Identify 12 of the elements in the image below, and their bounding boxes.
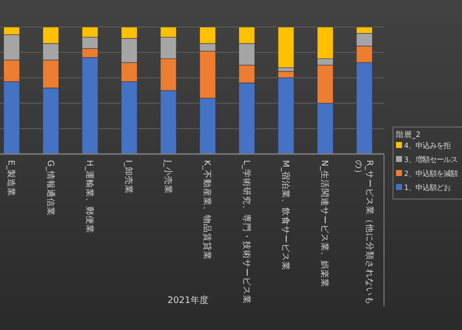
x-tick-label: G_情報通信業 — [44, 160, 56, 216]
x-axis-title: 2021年度 — [168, 295, 208, 306]
x-tick-label: R_サービス業（他に分類されないもの） — [352, 160, 375, 306]
x-tick-label: K_不動産業、物品賃貸業 — [202, 160, 213, 260]
x-tick-label: L_学術研究、専門・技術サービス業 — [240, 160, 252, 304]
x-tick-label: E_製造業 — [6, 160, 17, 197]
bar — [278, 26, 294, 68]
x-tick-label: J_小売業 — [162, 159, 174, 194]
x-tick-label: M_宿泊業、飲食サービス業 — [280, 160, 291, 271]
x-tick-label: I_卸売業 — [123, 160, 134, 194]
x-tick-label: N_生活関連サービス業、娯楽業 — [319, 160, 330, 288]
x-tick-label: H_運輸業、郵便業 — [84, 160, 95, 234]
